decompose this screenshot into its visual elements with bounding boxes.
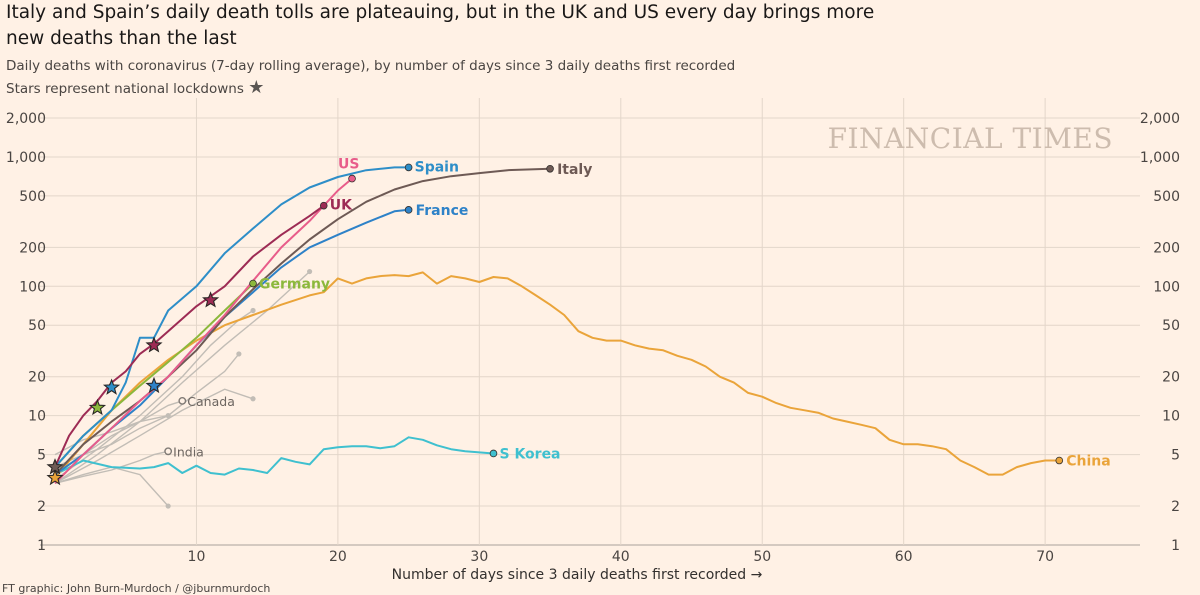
series-label-italy: Italy	[557, 162, 592, 178]
series-endpoint-us	[348, 174, 356, 183]
y-tick-label-left: 200	[19, 240, 46, 256]
y-tick-label-right: 100	[1153, 279, 1180, 295]
y-tick-label-left: 1,000	[6, 150, 46, 166]
background-series-endpoint	[250, 307, 256, 314]
x-tick-label: 20	[329, 549, 347, 565]
y-tick-label-left: 100	[19, 279, 46, 295]
series-endpoint-spain	[404, 163, 413, 172]
series-line-china	[54, 271, 1060, 479]
y-tick-label-left: 500	[19, 189, 46, 205]
y-tick-label-right: 20	[1162, 370, 1180, 386]
lockdown-star-icon	[145, 376, 163, 394]
background-series-line	[54, 450, 169, 484]
y-tick-label-left: 2,000	[6, 111, 46, 127]
y-tick-label-right: 2,000	[1140, 111, 1180, 127]
background-label-dot	[178, 397, 187, 405]
y-tick-label-right: 50	[1162, 318, 1180, 334]
y-tick-label-right: 1	[1171, 538, 1180, 554]
background-series-line	[54, 466, 169, 507]
series-endpoint-uk	[319, 201, 328, 210]
chart-subtitle: Daily deaths with coronavirus (7-day rol…	[6, 58, 736, 74]
y-tick-label-right: 5	[1171, 448, 1180, 464]
x-tick-label: 30	[470, 549, 488, 565]
series-label-skorea: S Korea	[499, 446, 560, 462]
lockdown-star-icon	[202, 291, 220, 308]
background-series-endpoint	[236, 351, 242, 357]
y-tick-label-left: 20	[28, 370, 46, 386]
series-line-italy	[54, 167, 551, 476]
background-series-endpoint	[165, 503, 171, 509]
series-endpoint-italy	[546, 164, 554, 173]
series-label-france: France	[416, 203, 469, 219]
series-endpoint-china	[1055, 456, 1064, 465]
series-line-skorea	[54, 436, 494, 476]
y-tick-label-left: 50	[28, 318, 46, 334]
series-line-spain	[54, 166, 409, 468]
chart-title: Italy and Spain’s daily death tolls are …	[6, 2, 875, 49]
series-label-spain: Spain	[415, 159, 459, 175]
series-label-uk: UK	[330, 198, 353, 214]
star-icon: ★	[248, 77, 265, 98]
series-endpoint-france	[404, 206, 413, 214]
background-series-line	[54, 388, 254, 484]
x-tick-label: 70	[1036, 549, 1054, 565]
x-axis-label: Number of days since 3 daily deaths firs…	[392, 567, 763, 583]
background-series-endpoint	[250, 396, 256, 402]
y-tick-label-right: 2	[1171, 499, 1180, 515]
series-line-france	[54, 208, 409, 476]
y-tick-label-left: 10	[28, 409, 46, 425]
lockdown-star-icon	[88, 398, 107, 416]
y-tick-label-left: 2	[37, 499, 46, 515]
background-label-dot	[164, 447, 173, 456]
x-tick-label: 60	[895, 549, 913, 565]
background-series-endpoint	[307, 268, 313, 275]
background-series-label: India	[173, 444, 204, 459]
series-endpoint-germany	[249, 279, 257, 288]
series-endpoint-skorea	[489, 449, 498, 458]
background-series-label: Canada	[187, 394, 235, 409]
y-tick-label-right: 500	[1153, 189, 1180, 205]
y-tick-label-left: 1	[37, 538, 46, 554]
stars-note: Stars represent national lockdowns ★	[6, 77, 264, 98]
y-tick-label-left: 5	[37, 448, 46, 464]
lockdown-star-icon	[46, 458, 64, 475]
credit-line: FT graphic: John Burn-Murdoch / @jburnmu…	[2, 582, 271, 595]
lockdown-star-icon	[102, 378, 121, 395]
series-label-china: China	[1066, 454, 1110, 470]
background-series-line	[54, 353, 240, 468]
y-tick-label-right: 10	[1162, 409, 1180, 425]
series-label-us: US	[338, 157, 359, 173]
y-tick-label-right: 1,000	[1140, 150, 1180, 166]
background-series-endpoint	[165, 413, 171, 419]
lockdown-star-icon	[46, 468, 64, 486]
ft-watermark: FINANCIAL TIMES	[828, 122, 1113, 155]
x-tick-label: 50	[753, 549, 771, 565]
x-tick-label: 10	[188, 549, 206, 565]
y-tick-label-right: 200	[1153, 240, 1180, 256]
series-label-germany: Germany	[259, 277, 330, 293]
lockdown-star-icon	[145, 336, 163, 353]
x-tick-label: 40	[612, 549, 630, 565]
stars-note-text: Stars represent national lockdowns	[6, 81, 244, 97]
